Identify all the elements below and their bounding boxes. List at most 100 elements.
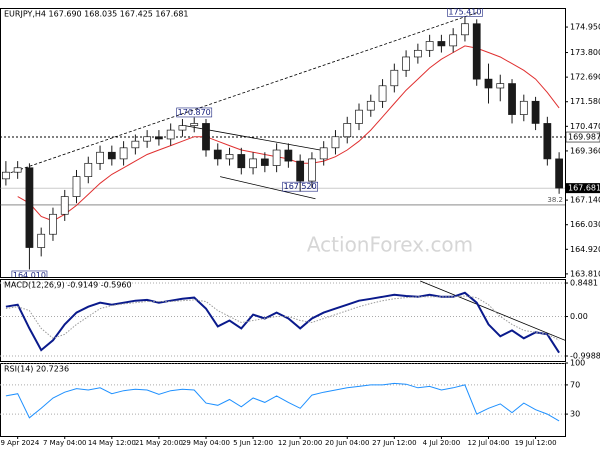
y-tick-label: -0.9988 <box>570 352 600 361</box>
y-tick-label: 167.140 <box>570 196 600 205</box>
candle-body <box>449 34 458 47</box>
pivot-label: 175.410 <box>448 7 481 16</box>
candle-body <box>143 136 152 142</box>
candle-body <box>331 136 340 149</box>
candle-body <box>84 162 93 177</box>
x-tick-label: 29 Apr 2024 <box>0 439 40 447</box>
y-tick-label: 30 <box>570 410 580 419</box>
y-tick-label: 172.690 <box>570 73 600 82</box>
candle-body <box>461 23 469 36</box>
x-tick-label: 4 Jul 20:00 <box>423 439 461 447</box>
watermark: ActionForex.com <box>307 233 473 257</box>
candle-body <box>484 78 493 89</box>
candle-body <box>555 158 563 189</box>
candle-body <box>119 147 128 160</box>
candle-body <box>519 100 528 115</box>
candle-body <box>319 147 328 160</box>
candle-body <box>190 123 199 127</box>
candle-body <box>343 123 352 138</box>
y-tick-label: 173.800 <box>570 48 600 57</box>
candle-body <box>366 100 375 111</box>
candle-body <box>496 83 505 89</box>
y-tick-label: 70 <box>570 380 580 389</box>
y-tick-label: 100 <box>570 359 585 368</box>
candle-body <box>390 69 399 87</box>
candle-body <box>155 136 163 140</box>
candle-body <box>131 140 140 149</box>
y-tick-label: 163.810 <box>570 269 600 278</box>
candle-body <box>296 160 305 182</box>
candle-body <box>166 129 175 140</box>
candle-body <box>402 56 410 71</box>
x-tick-label: 12 Jun 20:00 <box>278 439 322 447</box>
level-label: 169.987 <box>568 133 600 142</box>
panel-title: EURJPY,H4 167.690 168.035 167.425 167.68… <box>4 10 189 19</box>
candle-body <box>37 233 46 248</box>
candle-body <box>472 23 481 80</box>
candle-body <box>225 154 234 160</box>
candle-body <box>508 83 516 115</box>
series-line <box>5 382 560 422</box>
candle-body <box>425 41 434 51</box>
candle-body <box>25 167 34 248</box>
candle-body <box>72 176 81 197</box>
candle-body <box>531 100 540 124</box>
x-tick-label: 14 May 12:00 <box>88 439 136 447</box>
x-tick-label: 5 Jun 12:00 <box>233 439 273 447</box>
candle-body <box>49 213 57 235</box>
pivot-box <box>282 181 319 192</box>
candle-body <box>237 154 246 169</box>
y-tick-label: 169.360 <box>570 146 600 155</box>
y-tick-label: 0.00 <box>570 312 588 321</box>
panel-plot: 175.410 170.870 167.520 164.010 <box>0 7 565 280</box>
pivot-box <box>447 8 483 17</box>
series-line <box>5 295 560 341</box>
trendline <box>420 280 565 341</box>
candle-body <box>355 109 363 124</box>
candle-body <box>413 49 422 58</box>
candle-body <box>178 125 187 131</box>
trendline <box>5 12 477 175</box>
pivot-box <box>176 107 213 118</box>
panel-plot <box>0 363 565 422</box>
panel-title: MACD(12,26,9) -0.9149 -0.5960 <box>4 281 132 290</box>
last-price-box <box>566 183 600 194</box>
series-line <box>5 291 560 354</box>
candle-body <box>96 151 104 164</box>
pivot-label: 167.520 <box>284 182 317 191</box>
candle-body <box>260 158 269 166</box>
candle-body <box>378 85 387 102</box>
fib-label: 38.2 <box>547 196 563 204</box>
y-tick-label: 170.470 <box>570 122 600 131</box>
x-tick-label: 21 May 20:00 <box>135 439 183 447</box>
x-tick-label: 20 Jun 04:00 <box>325 439 369 447</box>
candle-body <box>437 41 446 47</box>
candle-body <box>13 167 22 173</box>
y-tick-label: 164.920 <box>570 245 600 254</box>
pivot-label: 170.870 <box>178 108 211 117</box>
x-tick-label: 12 Jul 04:00 <box>467 439 509 447</box>
candle-body <box>213 149 222 160</box>
y-tick-label: 0.8481 <box>570 279 598 288</box>
candle-body <box>202 123 210 151</box>
pivot-label: 164.010 <box>13 271 46 280</box>
panel-title: RSI(14) 20.7236 <box>4 365 69 374</box>
candle-body <box>2 171 10 180</box>
panel-frame <box>0 279 566 362</box>
panel-frame <box>0 8 566 278</box>
trendline <box>220 176 316 200</box>
last-price-label: 167.681 <box>568 184 600 193</box>
candle-body <box>308 158 316 182</box>
candle-body <box>272 149 281 166</box>
level-box <box>565 131 600 143</box>
candle-body <box>543 123 552 160</box>
panel-plot <box>0 280 565 357</box>
x-tick-label: 27 Jun 12:00 <box>372 439 416 447</box>
y-tick-label: 174.950 <box>570 23 600 32</box>
y-tick-label: 171.580 <box>570 97 600 106</box>
y-tick-label: 166.030 <box>570 220 600 229</box>
x-tick-label: 29 May 04:00 <box>182 439 230 447</box>
x-tick-label: 7 May 04:00 <box>43 439 87 447</box>
